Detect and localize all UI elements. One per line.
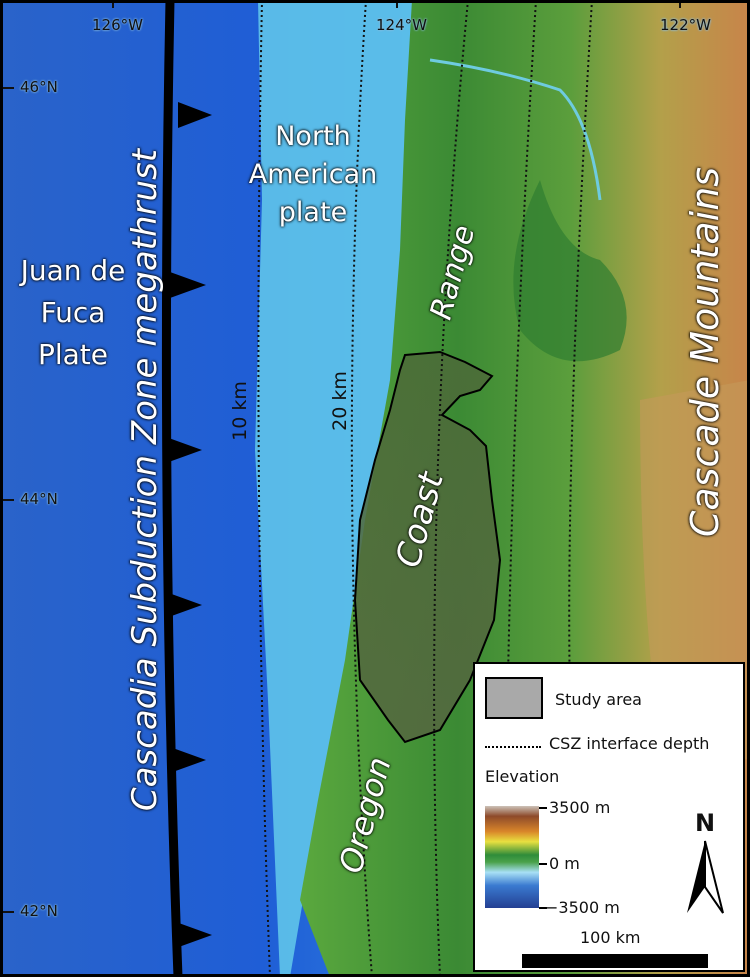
scale-bar	[522, 954, 708, 968]
juan-de-fuca-label: Juan de Fuca Plate	[8, 250, 138, 376]
juan-de-fuca-line-3: Plate	[37, 338, 109, 371]
legend-scale-label: 100 km	[580, 928, 641, 947]
csz-contour-40km	[504, 0, 537, 977]
megathrust-label: Cascadia Subduction Zone megathrust	[125, 148, 165, 812]
colorbar-tick-max	[539, 807, 547, 809]
north-american-line-1: North	[275, 121, 351, 152]
csz-contour-10km	[257, 0, 271, 977]
lon-label-122: 122°W	[660, 16, 711, 34]
legend-elevation-max: 3500 m	[549, 798, 611, 817]
csz-depth-swatch	[485, 746, 541, 748]
legend: Study area CSZ interface depth Elevation…	[473, 662, 745, 972]
study-area-swatch	[485, 677, 543, 719]
csz-contour-30km	[433, 0, 469, 977]
lat-label-42: 42°N	[20, 902, 58, 920]
elevation-colorbar	[485, 806, 539, 908]
depth-10km-label: 10 km	[229, 381, 251, 441]
legend-study-area: Study area	[555, 690, 642, 709]
csz-contour-20km	[350, 0, 373, 977]
legend-elevation-title: Elevation	[485, 767, 560, 786]
csz-contour-50km	[568, 0, 593, 701]
colorbar-tick-zero	[539, 863, 547, 865]
lat-label-46: 46°N	[20, 78, 58, 96]
megathrust-line	[161, 0, 183, 977]
depth-20km-label: 20 km	[329, 371, 351, 431]
subduction-teeth	[166, 102, 212, 948]
north-arrow-icon	[687, 840, 724, 914]
legend-elevation-zero: 0 m	[549, 854, 580, 873]
cascade-mountains-label: Cascade Mountains	[683, 166, 727, 538]
colorbar-tick-min	[539, 907, 547, 909]
lat-label-44: 44°N	[20, 490, 58, 508]
north-american-plate-label: North American plate	[218, 118, 408, 232]
lon-label-126: 126°W	[92, 16, 143, 34]
columbia-river	[429, 58, 602, 201]
legend-csz-depth: CSZ interface depth	[549, 734, 710, 753]
study-area	[353, 350, 502, 744]
juan-de-fuca-line-1: Juan de	[20, 254, 126, 287]
willamette-valley	[513, 180, 627, 362]
juan-de-fuca-line-2: Fuca	[40, 296, 106, 329]
continental-shelf	[255, 0, 420, 977]
legend-elevation-min: −3500 m	[545, 898, 620, 917]
lon-label-124: 124°W	[376, 16, 427, 34]
north-american-line-3: plate	[278, 197, 348, 228]
north-american-line-2: American	[248, 159, 378, 190]
north-label: N	[695, 809, 716, 837]
csz-depth-contours	[257, 0, 593, 977]
